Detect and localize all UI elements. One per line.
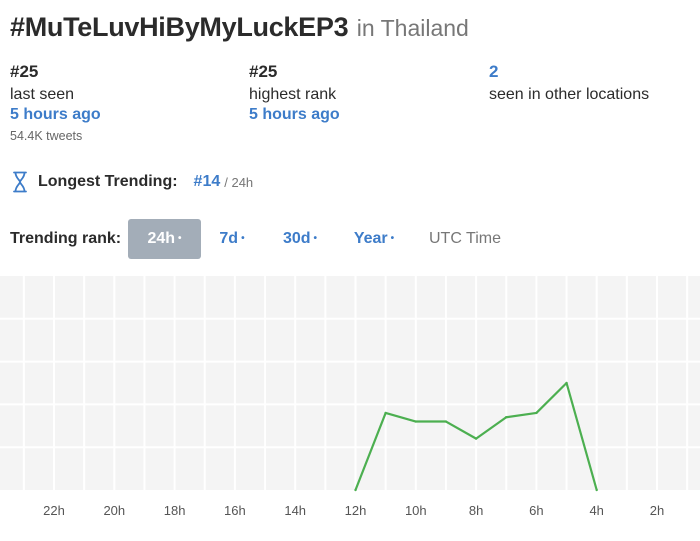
data-point-11h[interactable] [384,411,387,415]
tab-30d[interactable]: 30d • [270,219,330,259]
stat-highest-rank: #25 highest rank 5 hours ago [249,62,479,126]
tab-year-label: Year [353,230,388,247]
tab-24h-dot: • [178,233,182,244]
x-tick-label: 16h [224,503,246,518]
trend-points [354,381,598,492]
x-tick-label: 4h [589,503,603,518]
data-point-9h[interactable] [444,420,448,423]
highest-rank-value: #25 [249,62,278,81]
trending-rank-label: Trending rank: [10,230,122,247]
tab-year-dot: • [390,233,395,244]
hourglass-icon [13,171,27,193]
tab-7d-dot: • [241,233,245,244]
trending-rank-chart: 22h 20h 18h 16h 14h 12h 10h 8h 6h 4h 2h [0,276,700,518]
x-tick-label: 10h [405,503,427,518]
location-label[interactable]: in Thailand [356,15,469,41]
hashtag-title: #MuTeLuvHiByMyLuckEP3 [10,12,349,42]
title-row: #MuTeLuvHiByMyLuckEP3 in Thailand [10,12,469,43]
tab-30d-dot: • [313,233,318,244]
x-tick-label: 22h [43,503,65,518]
x-axis-labels: 22h 20h 18h 16h 14h 12h 10h 8h 6h 4h 2h [43,503,664,518]
other-locations-count[interactable]: 2 [489,62,499,81]
chart-background [0,276,700,490]
stat-other-locations: 2 seen in other locations [489,62,700,106]
longest-trending: Longest Trending: #14 / 24h [12,171,253,193]
longest-trending-suffix: / 24h [224,174,254,190]
longest-trending-label: Longest Trending: [38,173,178,190]
data-point-5h[interactable] [565,381,568,385]
x-tick-label: 6h [529,503,543,518]
data-point-8h[interactable] [474,437,478,440]
tab-30d-label: 30d [282,230,311,247]
data-point-7h[interactable] [505,416,508,419]
x-tick-label: 14h [284,503,306,518]
tweet-count: 54.4K tweets [10,129,83,143]
data-point-4h[interactable] [595,488,598,492]
x-tick-label: 12h [345,503,367,518]
chart-grid [0,276,700,490]
highest-rank-time[interactable]: 5 hours ago [249,106,340,123]
x-tick-label: 20h [103,503,125,518]
tab-24h[interactable]: 24h • [128,219,201,259]
tab-year[interactable]: Year • [344,219,404,259]
data-point-6h[interactable] [535,411,538,415]
x-tick-label: 2h [650,503,664,518]
last-seen-rank: #25 [10,62,39,81]
x-tick-label: 18h [164,503,186,518]
highest-rank-label: highest rank [249,86,337,103]
utc-time-toggle[interactable]: UTC Time [429,230,501,247]
other-locations-label: seen in other locations [489,86,650,103]
stat-last-seen: #25 last seen 5 hours ago 54.4K tweets [10,62,240,143]
x-tick-label: 8h [469,503,483,518]
tab-7d-label: 7d [219,230,239,247]
longest-trending-rank[interactable]: #14 [193,173,221,190]
last-seen-time[interactable]: 5 hours ago [10,106,101,123]
last-seen-label: last seen [10,86,75,103]
tab-7d[interactable]: 7d • [208,219,256,259]
data-point-12h[interactable] [354,488,357,492]
tab-24h-label: 24h [147,230,176,247]
data-point-10h[interactable] [414,420,417,423]
